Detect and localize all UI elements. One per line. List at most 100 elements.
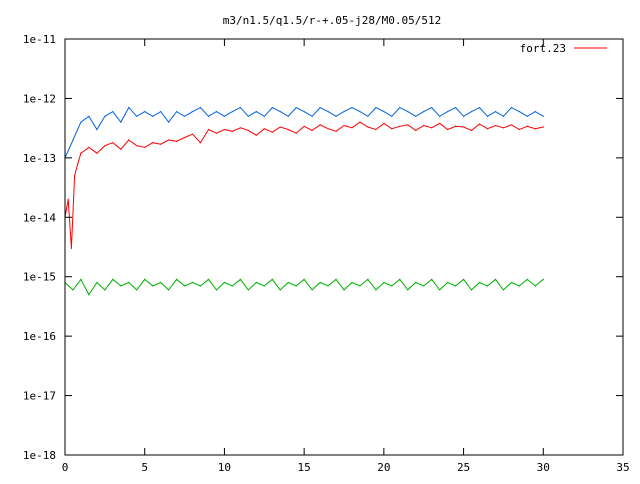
data-point xyxy=(327,285,329,287)
data-point xyxy=(383,122,385,124)
data-point xyxy=(144,111,146,113)
data-point xyxy=(510,124,512,126)
data-point xyxy=(534,128,536,130)
data-point xyxy=(144,278,146,280)
data-point xyxy=(486,115,489,117)
data-point xyxy=(104,145,106,147)
x-tick-label: 5 xyxy=(141,461,148,474)
data-point xyxy=(287,281,289,284)
data-point xyxy=(152,115,154,117)
data-point xyxy=(351,107,353,109)
data-point xyxy=(295,107,297,109)
data-point xyxy=(112,278,114,280)
y-tick-label: 1e-17 xyxy=(23,390,56,403)
data-point xyxy=(207,128,210,131)
data-point xyxy=(407,111,409,113)
series-line-3 xyxy=(64,278,544,296)
data-point xyxy=(423,285,425,287)
legend-label: fort.23 xyxy=(520,42,566,55)
data-point xyxy=(215,132,218,134)
data-point xyxy=(455,285,457,287)
data-point xyxy=(255,134,257,136)
data-point xyxy=(518,285,521,287)
data-point xyxy=(80,278,82,280)
x-tick-label: 25 xyxy=(457,461,470,474)
data-point xyxy=(407,289,409,291)
data-point xyxy=(431,278,433,280)
data-point xyxy=(327,128,329,130)
data-point xyxy=(335,278,337,280)
data-point xyxy=(136,145,138,147)
data-point xyxy=(423,111,425,113)
data-point xyxy=(463,278,465,280)
data-point xyxy=(80,152,82,154)
data-point xyxy=(120,148,122,150)
data-point xyxy=(128,139,130,141)
chart-title: m3/n1.5/q1.5/r-+.05-j28/M0.05/512 xyxy=(223,14,442,27)
data-point xyxy=(455,107,457,109)
data-point xyxy=(494,111,497,113)
data-point xyxy=(470,111,473,113)
plot-frame xyxy=(64,38,624,456)
data-point xyxy=(486,128,489,130)
data-point xyxy=(67,198,69,200)
data-point xyxy=(231,111,233,113)
data-point xyxy=(439,289,441,291)
data-point xyxy=(152,142,154,144)
data-point xyxy=(510,107,512,109)
y-tick-label: 1e-14 xyxy=(23,211,56,224)
data-point xyxy=(96,281,98,284)
data-point xyxy=(470,289,473,291)
data-point xyxy=(72,139,74,141)
data-point xyxy=(351,281,353,284)
data-point xyxy=(447,111,449,113)
data-point xyxy=(447,128,449,131)
data-point xyxy=(70,247,72,249)
data-point xyxy=(478,123,481,125)
data-point xyxy=(239,107,241,109)
y-tick-label: 1e-15 xyxy=(23,271,56,284)
data-point xyxy=(239,127,241,129)
data-point xyxy=(255,111,257,113)
data-point xyxy=(542,115,544,117)
data-point xyxy=(367,126,369,128)
data-point xyxy=(263,115,265,117)
data-point xyxy=(96,128,98,131)
series-line-2 xyxy=(64,106,544,159)
data-point xyxy=(176,278,178,280)
data-point xyxy=(478,281,481,284)
x-tick-label: 10 xyxy=(218,461,231,474)
data-point xyxy=(168,289,170,291)
data-point xyxy=(311,289,313,291)
data-point xyxy=(199,142,202,144)
data-point xyxy=(311,115,313,117)
data-point xyxy=(407,124,409,126)
data-point xyxy=(271,131,273,133)
data-point xyxy=(160,143,162,145)
data-point xyxy=(455,125,457,127)
data-point xyxy=(534,285,536,287)
data-point xyxy=(335,115,337,117)
data-point xyxy=(319,281,321,284)
data-point xyxy=(191,111,194,113)
legend: fort.23 xyxy=(520,42,607,55)
data-point xyxy=(96,152,98,154)
x-tick-label: 20 xyxy=(377,461,390,474)
data-point xyxy=(88,115,90,117)
data-point xyxy=(287,128,289,131)
data-point xyxy=(343,111,345,113)
data-point xyxy=(247,115,249,117)
data-point xyxy=(367,115,369,117)
data-point xyxy=(431,127,433,129)
data-point xyxy=(375,128,377,131)
data-point xyxy=(144,146,146,148)
data-point xyxy=(120,285,122,287)
data-point xyxy=(295,285,297,287)
data-point xyxy=(319,124,321,126)
data-point xyxy=(88,294,90,296)
data-point xyxy=(518,128,521,131)
data-point xyxy=(120,121,122,123)
data-point xyxy=(88,146,90,148)
